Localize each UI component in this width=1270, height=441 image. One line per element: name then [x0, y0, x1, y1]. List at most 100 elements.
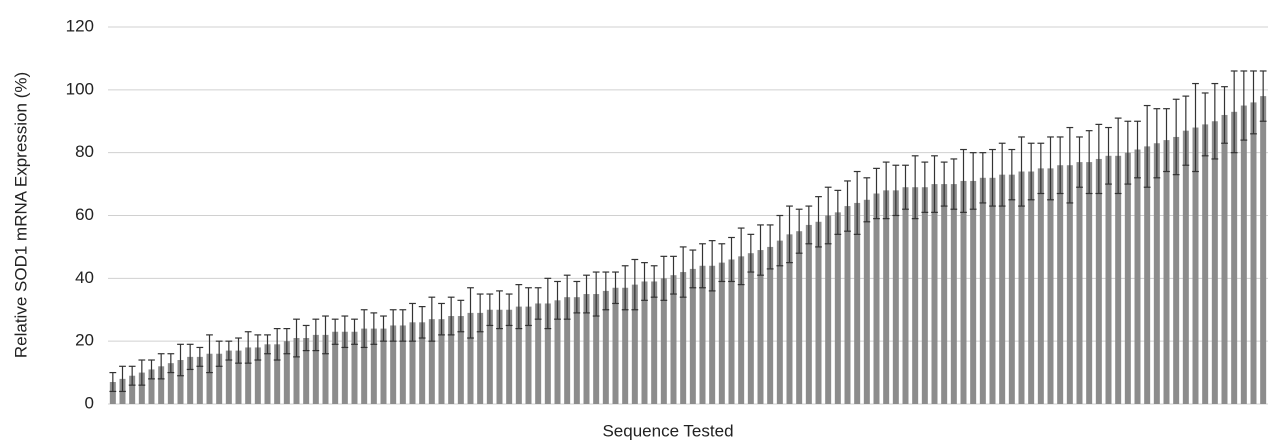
bar [1192, 127, 1199, 405]
bar [709, 265, 716, 404]
error-bar [486, 293, 494, 327]
error-bar [389, 309, 397, 342]
error-bar [853, 170, 861, 235]
error-bar [815, 196, 822, 248]
error-bar [312, 318, 320, 352]
error-bar [283, 328, 291, 355]
bar [728, 259, 735, 404]
bar [206, 353, 213, 404]
error-bar [544, 277, 552, 330]
error-bar [525, 287, 532, 327]
error-bar [534, 287, 542, 320]
error-bar [650, 265, 658, 298]
error-bar [1124, 120, 1132, 185]
error-bar [177, 343, 184, 377]
bar [235, 350, 242, 404]
error-bar [1095, 123, 1103, 195]
error-bar [138, 359, 146, 386]
bar [738, 256, 745, 404]
error-bar [1163, 108, 1170, 173]
error-bar [950, 158, 958, 210]
error-bar [360, 309, 368, 349]
error-bar [1192, 82, 1199, 173]
bar [187, 356, 194, 404]
error-bar [699, 243, 706, 289]
error-bar [795, 208, 803, 254]
error-bar [1066, 126, 1074, 204]
bar [109, 382, 116, 404]
error-bar [399, 309, 407, 342]
bar [1057, 165, 1064, 404]
bar [216, 353, 223, 404]
error-bar [1182, 95, 1190, 166]
bar [332, 331, 339, 404]
error-bar [273, 328, 281, 361]
bar [535, 303, 542, 404]
error-bar [235, 337, 242, 364]
bar [303, 338, 310, 404]
bar [322, 334, 329, 404]
error-bar [1172, 98, 1180, 176]
bar [390, 325, 397, 404]
x-axis-title: Sequence Tested [602, 421, 733, 440]
bar [1211, 121, 1218, 404]
bar [796, 231, 803, 404]
error-bar [157, 353, 165, 380]
bar [844, 206, 851, 404]
bar [1250, 102, 1257, 405]
error-bar [670, 255, 677, 295]
bar [680, 272, 687, 404]
bar [573, 297, 580, 404]
error-bar [1221, 86, 1228, 144]
bar [448, 316, 455, 404]
bar [950, 184, 957, 404]
bar [854, 202, 861, 404]
error-bar [1018, 136, 1025, 207]
error-bar [1211, 82, 1219, 160]
error-bar [708, 240, 716, 292]
error-bar [679, 246, 687, 298]
error-bar [293, 318, 300, 358]
bar [902, 187, 909, 404]
bar [409, 322, 416, 404]
error-bar [718, 243, 726, 283]
error-bar [979, 152, 987, 204]
bar [941, 184, 948, 404]
bar [660, 278, 667, 404]
error-bar [747, 233, 755, 273]
bar [370, 328, 377, 404]
bar [1153, 143, 1160, 404]
error-bar [583, 274, 590, 314]
bar [883, 190, 890, 404]
bar [129, 375, 136, 404]
error-bar [921, 161, 929, 213]
error-bar [331, 318, 339, 345]
error-bar [167, 353, 175, 374]
error-bar [1037, 142, 1045, 195]
bar [1066, 165, 1073, 404]
error-bar [1027, 142, 1035, 201]
error-bar [186, 343, 194, 371]
bar [805, 224, 812, 404]
bar [506, 309, 513, 404]
bar [825, 215, 832, 404]
bar [989, 177, 996, 404]
error-bar [969, 152, 977, 210]
error-bar [728, 236, 735, 283]
error-bar [1047, 136, 1054, 201]
bar [593, 294, 600, 404]
bar [1105, 155, 1112, 404]
bar [892, 190, 899, 404]
bar [351, 331, 358, 404]
bar [196, 356, 203, 404]
bar [1115, 155, 1122, 404]
error-bar [496, 290, 503, 330]
error-bar [409, 302, 416, 342]
error-bar [660, 255, 668, 301]
error-bar [892, 164, 900, 217]
bar [1182, 130, 1189, 405]
bar [786, 234, 793, 404]
bar [1037, 168, 1044, 404]
error-bar [225, 340, 233, 361]
error-bar [621, 265, 629, 311]
